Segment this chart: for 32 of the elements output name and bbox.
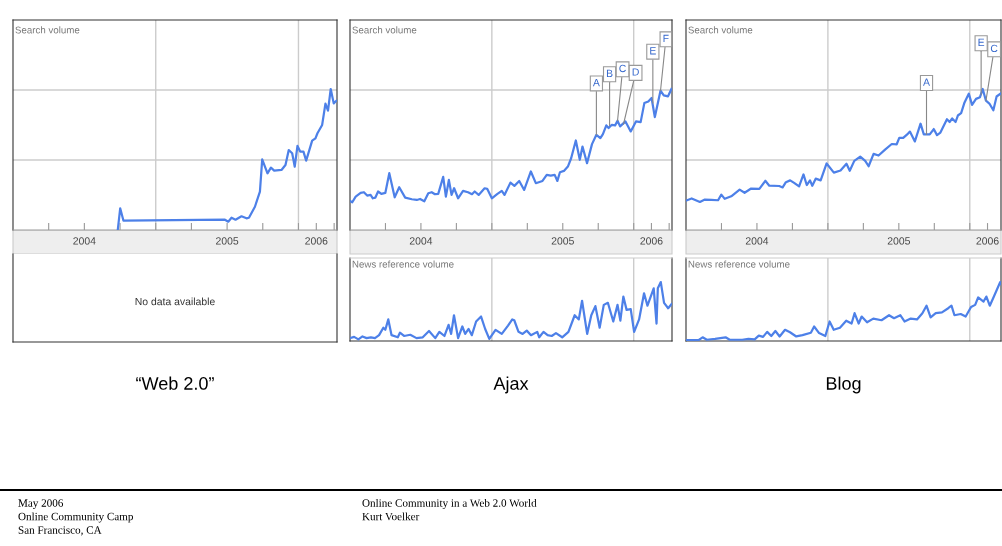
text: Ajax (493, 376, 529, 394)
x-tick-label: 2004 (745, 237, 769, 245)
text: No data available (135, 297, 215, 306)
x-tick-label: 2006 (305, 237, 328, 245)
x-tick-label: 2006 (640, 237, 663, 245)
annotation: E (978, 38, 985, 46)
annotation: D (632, 68, 639, 76)
text: May 2006 (18, 499, 64, 510)
text: Online Community Camp (18, 512, 133, 523)
y-axis-title: News reference volume (688, 260, 790, 268)
text: San Francisco, CA (18, 526, 102, 536)
x-tick-label: 2006 (976, 237, 999, 245)
annotation: B (606, 69, 613, 77)
annotation: C (619, 64, 626, 73)
y-axis-title: Search volume (688, 26, 753, 34)
x-tick-label: 2004 (73, 237, 96, 245)
annotation: A (592, 78, 600, 87)
annotation: C (990, 44, 998, 53)
text: “Web 2.0” (136, 376, 214, 390)
text: Online Community in a Web 2.0 World (362, 498, 537, 510)
text: Blog (826, 376, 861, 394)
x-tick-label: 2005 (551, 237, 574, 245)
annotation: A (923, 78, 930, 86)
y-axis-title: Search volume (352, 26, 417, 34)
x-tick-label: 2005 (887, 237, 910, 245)
y-axis-title: News reference volume (352, 260, 454, 268)
x-tick-label: 2005 (216, 237, 239, 245)
y-axis-title: Search volume (15, 26, 80, 34)
x-tick-label: 2004 (409, 237, 433, 245)
annotation: E (650, 47, 656, 55)
text: Kurt Voelker (362, 512, 420, 521)
annotation: F (663, 34, 669, 42)
